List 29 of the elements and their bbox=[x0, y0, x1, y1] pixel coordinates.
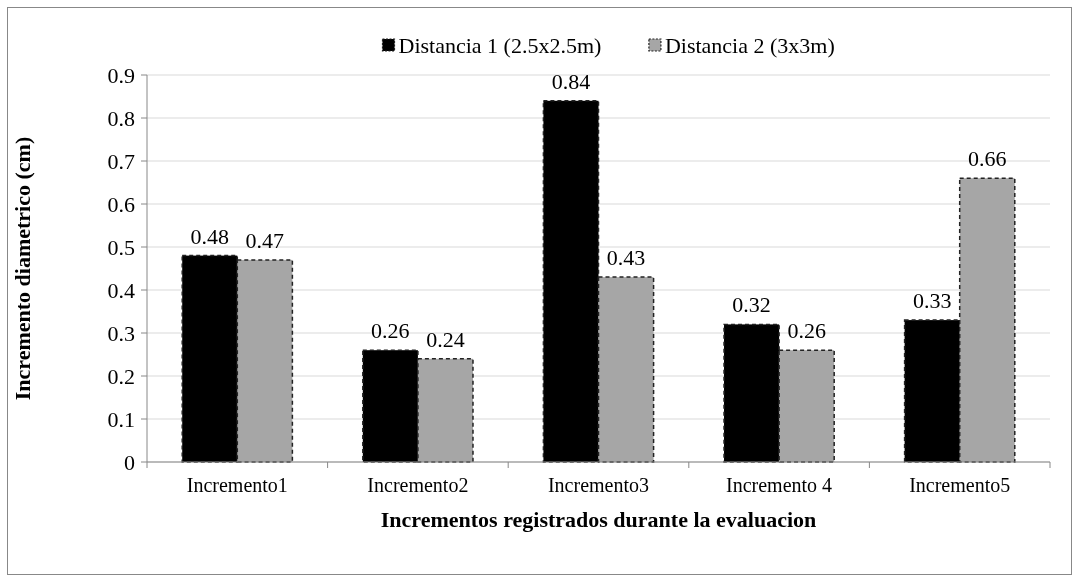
data-label: 0.26 bbox=[787, 318, 826, 344]
x-tick-label: Incremento1 bbox=[186, 474, 288, 496]
x-tick-label: Incremento5 bbox=[909, 474, 1011, 496]
x-tick-label: Incremento2 bbox=[367, 474, 469, 496]
data-label: 0.33 bbox=[912, 288, 952, 314]
data-label: 0.48 bbox=[190, 223, 230, 249]
y-tick-label: 0.8 bbox=[107, 105, 135, 131]
y-tick-label: 0.5 bbox=[107, 234, 135, 260]
data-label: 0.47 bbox=[245, 227, 285, 253]
y-tick-label: 0.9 bbox=[107, 62, 135, 88]
data-label: 0.43 bbox=[606, 245, 646, 271]
data-label: 0.24 bbox=[426, 326, 465, 352]
legend-label: Distancia 1 (2.5x2.5m) bbox=[398, 32, 602, 58]
data-label: 0.26 bbox=[371, 318, 410, 344]
y-tick-label: 0.3 bbox=[107, 320, 135, 346]
y-tick-label: 0 bbox=[124, 449, 135, 475]
data-label: 0.32 bbox=[732, 292, 771, 318]
data-label: 0.66 bbox=[967, 146, 1007, 172]
x-axis-title: Incrementos registrados durante la evaluacion bbox=[380, 507, 817, 532]
y-tick-label: 0.1 bbox=[107, 406, 135, 432]
y-tick-label: 0.2 bbox=[107, 363, 135, 389]
x-tick-label: Incremento3 bbox=[547, 474, 650, 496]
y-tick-label: 0.7 bbox=[107, 148, 135, 174]
x-tick-label: Incremento 4 bbox=[726, 474, 833, 496]
data-label: 0.84 bbox=[551, 68, 591, 94]
y-tick-label: 0.4 bbox=[107, 277, 135, 303]
y-axis-title: Incremento diametrico (cm) bbox=[10, 136, 35, 401]
y-tick-label: 0.6 bbox=[107, 191, 135, 217]
legend-label: Distancia 2 (3x3m) bbox=[664, 32, 835, 58]
